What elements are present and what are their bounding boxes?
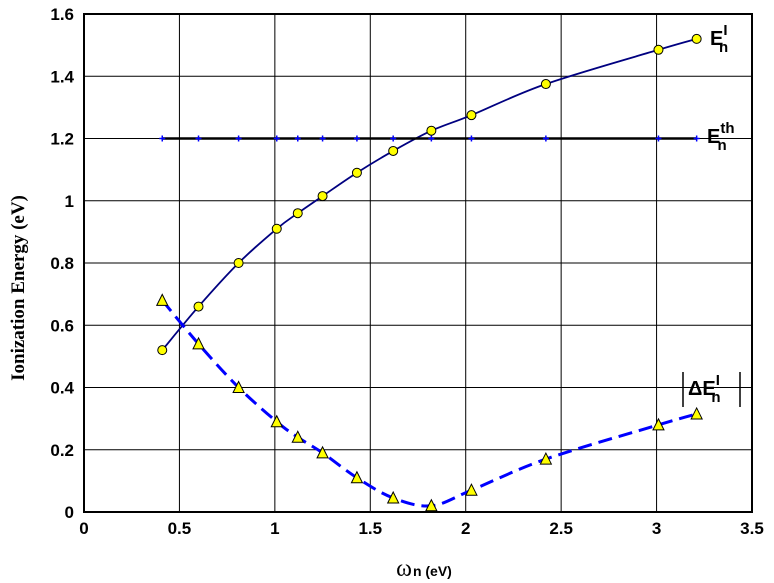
x-tick-labels: 0 0.5 1 1.5 2 2.5 3 3.5 xyxy=(79,519,764,538)
y-tick-labels: 0 0.2 0.4 0.6 0.8 1 1.2 1.4 1.6 xyxy=(50,5,74,522)
data-point xyxy=(195,135,202,142)
data-point xyxy=(540,79,551,90)
y-axis-label: Ionization Energy (eV) xyxy=(8,195,29,381)
data-point xyxy=(155,293,169,306)
data-point xyxy=(233,258,244,268)
data-point xyxy=(468,135,475,142)
x-tick-label: 2.5 xyxy=(549,519,573,538)
data-point xyxy=(386,490,400,504)
x-axis-label: ωn (eV) xyxy=(396,556,452,582)
x-axis-label-main: ω xyxy=(396,556,412,582)
data-point xyxy=(351,167,362,178)
x-tick-label: 3 xyxy=(652,519,661,538)
data-point xyxy=(655,135,662,142)
y-tick-label: 0.8 xyxy=(50,254,74,273)
y-tick-label: 0 xyxy=(65,503,74,522)
data-point xyxy=(691,33,702,44)
data-point xyxy=(317,191,328,202)
data-point xyxy=(428,135,435,142)
data-point xyxy=(466,110,477,121)
y-tick-label: 1.6 xyxy=(50,5,74,24)
x-tick-label: 2 xyxy=(461,519,470,538)
data-point xyxy=(465,483,478,496)
data-point xyxy=(539,451,553,465)
delta-energy-series-line xyxy=(161,299,698,508)
data-point xyxy=(193,301,204,312)
x-tick-label: 0 xyxy=(79,519,88,538)
plot-area-frame xyxy=(83,13,753,513)
data-point xyxy=(693,135,700,142)
y-tick-label: 1.2 xyxy=(50,130,74,149)
y-tick-label: 0.6 xyxy=(50,316,74,335)
delta-energy-series xyxy=(155,293,703,512)
grid-lines xyxy=(83,13,753,513)
data-point xyxy=(350,470,364,484)
y-tick-label: 0.2 xyxy=(50,441,74,460)
data-point xyxy=(270,414,284,428)
data-point xyxy=(390,135,397,142)
y-tick-label: 1 xyxy=(65,192,74,211)
ionization-energy-series xyxy=(157,33,702,356)
data-point xyxy=(426,125,437,136)
data-point xyxy=(292,208,303,219)
data-point xyxy=(159,135,166,142)
data-point xyxy=(542,135,549,142)
y-tick-label: 0.4 xyxy=(50,379,74,398)
data-point xyxy=(271,223,282,234)
x-tick-label: 1.5 xyxy=(358,519,382,538)
data-point xyxy=(353,135,360,142)
data-point xyxy=(235,135,242,142)
ionization-energy-series-line xyxy=(161,38,697,351)
label-delta-energy: ΔEI n xyxy=(688,372,721,406)
data-point xyxy=(294,135,301,142)
series-labels: EI n Eth n ΔEI n xyxy=(682,22,741,407)
data-point xyxy=(291,430,305,443)
data-point xyxy=(388,145,399,156)
data-point xyxy=(690,406,703,420)
data-point xyxy=(319,135,326,142)
x-axis-label-unit: n (eV) xyxy=(413,563,452,579)
series-layer xyxy=(155,33,703,512)
y-tick-label: 1.4 xyxy=(50,67,74,86)
x-tick-label: 0.5 xyxy=(168,519,192,538)
data-point xyxy=(653,44,664,55)
label-ionization-energy: EI n xyxy=(710,22,728,56)
data-point xyxy=(652,417,665,431)
data-point xyxy=(316,445,329,459)
threshold-energy-series xyxy=(159,135,700,142)
label-threshold-energy: Eth n xyxy=(707,120,735,154)
data-point xyxy=(192,336,205,350)
data-point xyxy=(157,345,168,356)
data-point xyxy=(273,135,280,142)
x-tick-label: 3.5 xyxy=(740,519,764,538)
data-point xyxy=(425,498,438,512)
data-point xyxy=(232,380,245,393)
x-tick-label: 1 xyxy=(270,519,279,538)
